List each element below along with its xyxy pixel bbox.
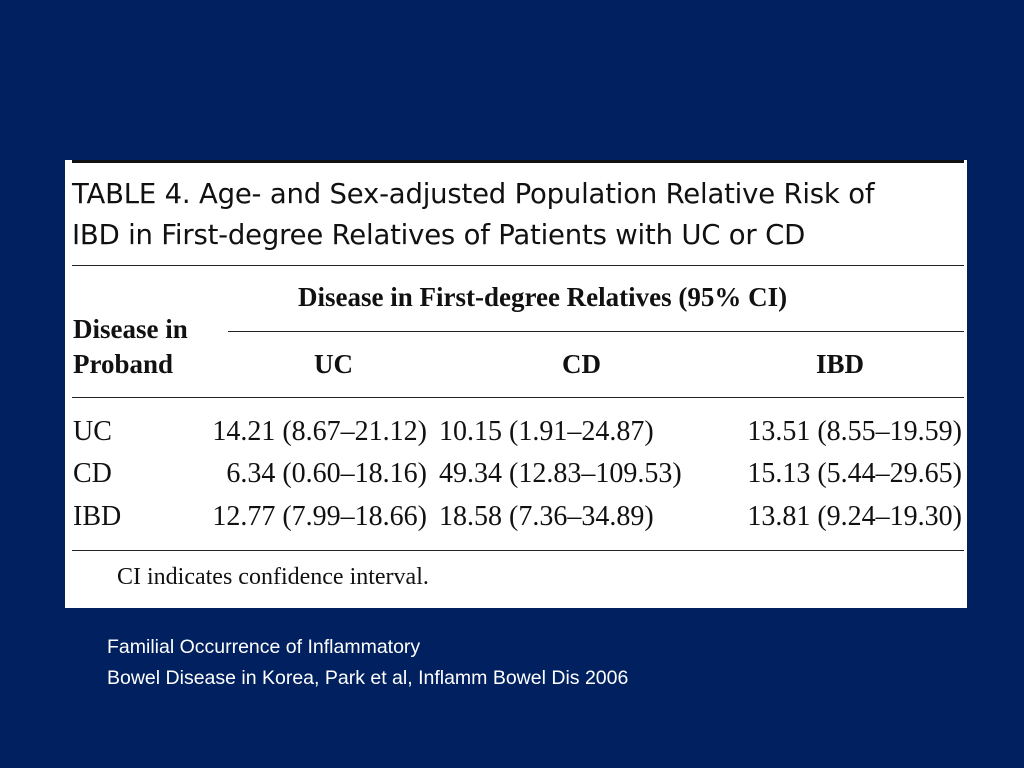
cell-cd-uc: 6.34 (0.60–18.16)	[226, 458, 427, 489]
table-title-line2: IBD in First-degree Relatives of Patient…	[72, 219, 806, 251]
row-header-line2: Proband	[73, 349, 174, 379]
cell-ibd-uc: 12.77 (7.99–18.66)	[212, 501, 427, 532]
table-image: TABLE 4. Age- and Sex-adjusted Populatio…	[65, 160, 967, 608]
bottom-rule	[72, 550, 964, 551]
column-header-uc: UC	[314, 349, 353, 379]
title-rule	[72, 265, 964, 266]
cell-cd-cd: 49.34 (12.83–109.53)	[439, 458, 682, 489]
table-title-line1: Age- and Sex-adjusted Population Relativ…	[198, 178, 875, 210]
row-label-cd: CD	[73, 458, 112, 489]
top-rule	[72, 160, 964, 163]
group-header: Disease in First-degree Relatives (95% C…	[298, 282, 788, 312]
cell-ibd-ibd: 13.81 (9.24–19.30)	[747, 501, 962, 532]
column-header-ibd: IBD	[816, 349, 865, 379]
cell-ibd-cd: 18.58 (7.36–34.89)	[439, 501, 654, 532]
cell-uc-cd: 10.15 (1.91–24.87)	[439, 416, 654, 447]
caption-line2: Bowel Disease in Korea, Park et al, Infl…	[107, 667, 629, 689]
cell-uc-ibd: 13.51 (8.55–19.59)	[747, 416, 962, 447]
group-header-rule	[228, 331, 964, 332]
row-label-uc: UC	[73, 416, 112, 447]
cell-cd-ibd: 15.13 (5.44–29.65)	[747, 458, 962, 489]
table-title: TABLE 4. Age- and Sex-adjusted Populatio…	[72, 174, 962, 256]
header-rule	[72, 397, 964, 398]
caption-line1: Familial Occurrence of Inflammatory	[107, 636, 421, 658]
row-header-line1: Disease in	[73, 314, 188, 344]
table-title-label: TABLE 4.	[72, 178, 191, 210]
column-header-cd: CD	[562, 349, 601, 379]
table-footnote: CI indicates confidence interval.	[117, 564, 429, 590]
source-caption: Familial Occurrence of Inflammatory Bowe…	[107, 632, 628, 694]
cell-uc-uc: 14.21 (8.67–21.12)	[212, 416, 427, 447]
row-label-ibd: IBD	[73, 501, 122, 532]
